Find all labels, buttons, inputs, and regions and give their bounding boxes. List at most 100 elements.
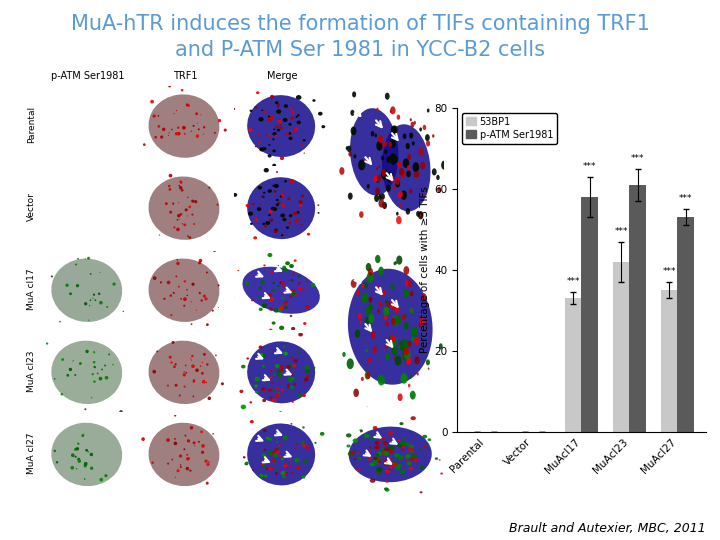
Ellipse shape xyxy=(294,359,298,362)
Ellipse shape xyxy=(382,203,385,208)
Ellipse shape xyxy=(192,395,194,397)
Ellipse shape xyxy=(293,212,297,215)
Ellipse shape xyxy=(179,180,182,183)
Ellipse shape xyxy=(367,457,372,461)
Ellipse shape xyxy=(390,335,395,342)
Ellipse shape xyxy=(292,274,294,275)
Ellipse shape xyxy=(198,261,201,265)
Ellipse shape xyxy=(185,364,186,366)
Ellipse shape xyxy=(273,463,274,464)
Ellipse shape xyxy=(179,213,182,215)
Ellipse shape xyxy=(384,488,390,492)
Ellipse shape xyxy=(368,303,373,311)
Ellipse shape xyxy=(379,195,382,200)
Ellipse shape xyxy=(446,219,451,227)
Ellipse shape xyxy=(224,137,228,140)
Ellipse shape xyxy=(354,449,356,451)
Ellipse shape xyxy=(274,228,278,231)
Ellipse shape xyxy=(391,461,397,466)
Ellipse shape xyxy=(379,302,382,308)
Ellipse shape xyxy=(422,193,425,197)
Ellipse shape xyxy=(294,259,297,262)
Ellipse shape xyxy=(193,125,194,127)
Ellipse shape xyxy=(215,355,217,356)
Ellipse shape xyxy=(371,331,376,339)
Ellipse shape xyxy=(325,457,330,461)
Ellipse shape xyxy=(181,89,184,91)
Ellipse shape xyxy=(404,314,407,319)
Ellipse shape xyxy=(275,135,277,137)
Ellipse shape xyxy=(397,443,404,448)
Ellipse shape xyxy=(381,169,388,180)
Ellipse shape xyxy=(403,289,409,298)
Ellipse shape xyxy=(183,373,186,376)
Ellipse shape xyxy=(165,202,168,205)
Ellipse shape xyxy=(435,457,438,460)
Ellipse shape xyxy=(84,462,88,465)
Ellipse shape xyxy=(263,429,266,432)
Ellipse shape xyxy=(298,350,301,353)
Ellipse shape xyxy=(366,263,372,272)
Ellipse shape xyxy=(383,451,389,456)
Ellipse shape xyxy=(384,469,390,474)
Ellipse shape xyxy=(108,354,110,355)
Ellipse shape xyxy=(183,298,186,301)
Ellipse shape xyxy=(409,189,413,194)
Ellipse shape xyxy=(258,186,262,190)
Ellipse shape xyxy=(289,295,292,298)
Text: Merge: Merge xyxy=(267,71,298,81)
Ellipse shape xyxy=(376,470,382,475)
Ellipse shape xyxy=(250,420,254,423)
Ellipse shape xyxy=(284,104,288,108)
Ellipse shape xyxy=(176,469,179,472)
Ellipse shape xyxy=(374,456,379,460)
Ellipse shape xyxy=(176,275,177,278)
Ellipse shape xyxy=(420,161,426,170)
Ellipse shape xyxy=(291,327,295,330)
Ellipse shape xyxy=(258,141,261,143)
Ellipse shape xyxy=(269,299,273,302)
Ellipse shape xyxy=(246,204,249,207)
Ellipse shape xyxy=(390,338,394,342)
Ellipse shape xyxy=(175,363,176,366)
Ellipse shape xyxy=(269,307,273,310)
Ellipse shape xyxy=(171,458,173,461)
Ellipse shape xyxy=(273,374,275,376)
Ellipse shape xyxy=(169,211,172,214)
Ellipse shape xyxy=(168,85,171,87)
Ellipse shape xyxy=(392,346,397,354)
Ellipse shape xyxy=(366,349,368,352)
Ellipse shape xyxy=(400,204,402,207)
Ellipse shape xyxy=(408,341,412,347)
Bar xyxy=(678,217,694,432)
Ellipse shape xyxy=(275,102,279,104)
Ellipse shape xyxy=(400,441,406,446)
Ellipse shape xyxy=(258,308,263,311)
Ellipse shape xyxy=(457,52,459,55)
Ellipse shape xyxy=(73,360,74,362)
Ellipse shape xyxy=(175,477,176,478)
Ellipse shape xyxy=(270,95,274,98)
Ellipse shape xyxy=(373,176,377,182)
Ellipse shape xyxy=(267,293,272,297)
Ellipse shape xyxy=(251,299,254,301)
Ellipse shape xyxy=(89,305,90,306)
Ellipse shape xyxy=(186,457,189,461)
Ellipse shape xyxy=(261,353,266,357)
Ellipse shape xyxy=(190,358,192,359)
Ellipse shape xyxy=(427,109,430,112)
Ellipse shape xyxy=(276,469,278,471)
Ellipse shape xyxy=(202,380,206,383)
Ellipse shape xyxy=(396,255,402,265)
Ellipse shape xyxy=(377,451,382,456)
Ellipse shape xyxy=(247,95,315,157)
Ellipse shape xyxy=(282,297,284,299)
Ellipse shape xyxy=(377,441,381,443)
Ellipse shape xyxy=(200,430,203,433)
Ellipse shape xyxy=(96,373,99,374)
Ellipse shape xyxy=(297,114,300,117)
Ellipse shape xyxy=(391,318,396,325)
Ellipse shape xyxy=(400,373,408,384)
Ellipse shape xyxy=(389,461,391,463)
Ellipse shape xyxy=(284,464,285,465)
